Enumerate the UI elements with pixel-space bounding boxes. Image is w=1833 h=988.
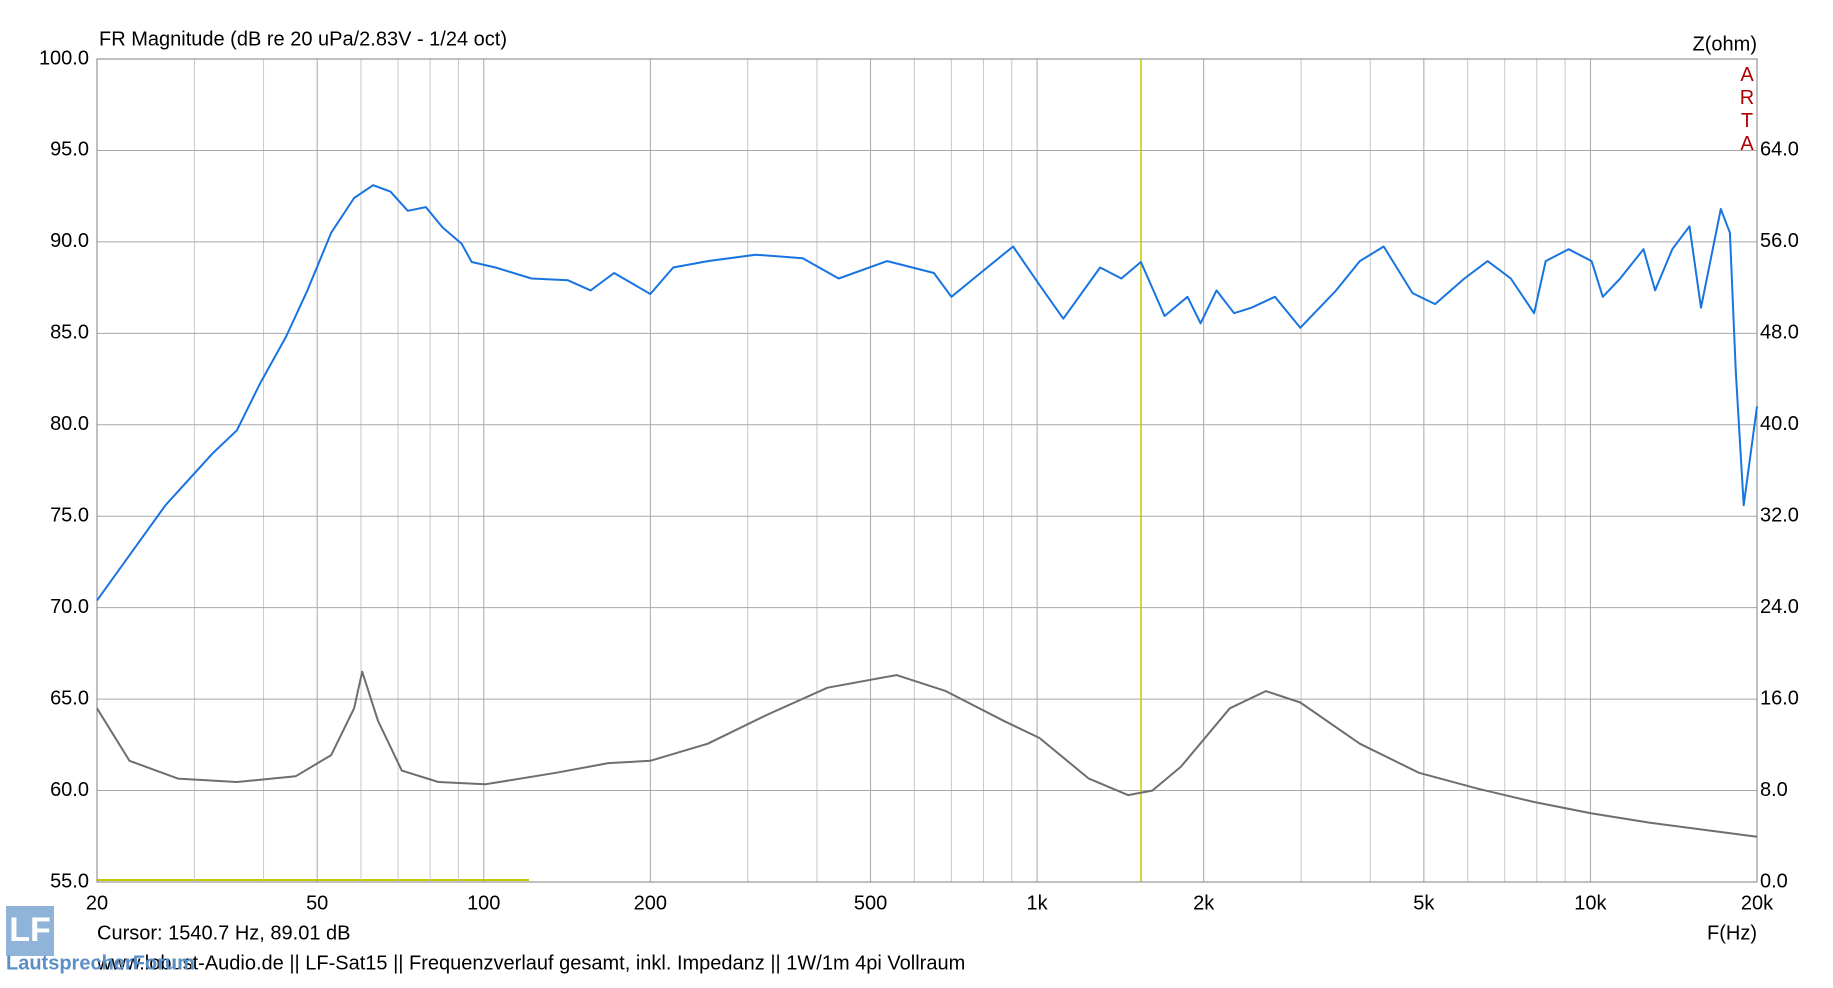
x-tick-label: 5k xyxy=(1413,892,1435,914)
y-tick-label: 85.0 xyxy=(50,322,89,344)
y2-tick-label: 48.0 xyxy=(1760,322,1799,344)
logo-mark: LF xyxy=(9,911,51,949)
x-tick-label: 100 xyxy=(467,892,500,914)
x-tick-label: 1k xyxy=(1027,892,1049,914)
y-tick-label: 75.0 xyxy=(50,505,89,527)
logo-text: LautsprecherForum xyxy=(6,952,195,974)
y2-axis-label: Z(ohm) xyxy=(1693,33,1757,55)
y2-tick-label: 64.0 xyxy=(1760,139,1799,161)
cursor-readout: Cursor: 1540.7 Hz, 89.01 dB xyxy=(97,922,350,944)
y2-tick-label: 56.0 xyxy=(1760,230,1799,252)
x-tick-label: 200 xyxy=(634,892,667,914)
y-tick-label: 80.0 xyxy=(50,413,89,435)
y-tick-label: 100.0 xyxy=(39,47,89,69)
y2-tick-label: 32.0 xyxy=(1760,505,1799,527)
y2-tick-label: 24.0 xyxy=(1760,596,1799,618)
y-tick-label: 65.0 xyxy=(50,687,89,709)
grid xyxy=(96,58,1758,883)
plot-frame xyxy=(96,58,1758,883)
footer: www.lobust-Audio.de || LF-Sat15 || Frequ… xyxy=(96,952,965,974)
y-tick-label: 55.0 xyxy=(50,870,89,892)
y-tick-label: 70.0 xyxy=(50,596,89,618)
series-line xyxy=(96,184,1758,601)
logo-box xyxy=(6,906,54,956)
x-tick-label: 10k xyxy=(1574,892,1607,914)
series-line xyxy=(96,670,1758,838)
x-tick-label: 20k xyxy=(1741,892,1774,914)
x-tick-label: 2k xyxy=(1193,892,1215,914)
y-tick-label: 90.0 xyxy=(50,230,89,252)
logo: LF LautsprecherForum xyxy=(6,906,195,974)
y-tick-label: 60.0 xyxy=(50,779,89,801)
x-tick-label: 50 xyxy=(306,892,328,914)
y-tick-label: 95.0 xyxy=(50,139,89,161)
y2-tick-label: 40.0 xyxy=(1760,413,1799,435)
y2-tick-label: 8.0 xyxy=(1760,779,1788,801)
x-tick-label: 500 xyxy=(854,892,887,914)
x-tick-label: 20 xyxy=(86,892,108,914)
chart-title: FR Magnitude (dB re 20 uPa/2.83V - 1/24 … xyxy=(99,28,507,50)
x-axis-label: F(Hz) xyxy=(1707,922,1757,944)
y2-tick-label: 16.0 xyxy=(1760,687,1799,709)
y2-tick-label: 0.0 xyxy=(1760,870,1788,892)
